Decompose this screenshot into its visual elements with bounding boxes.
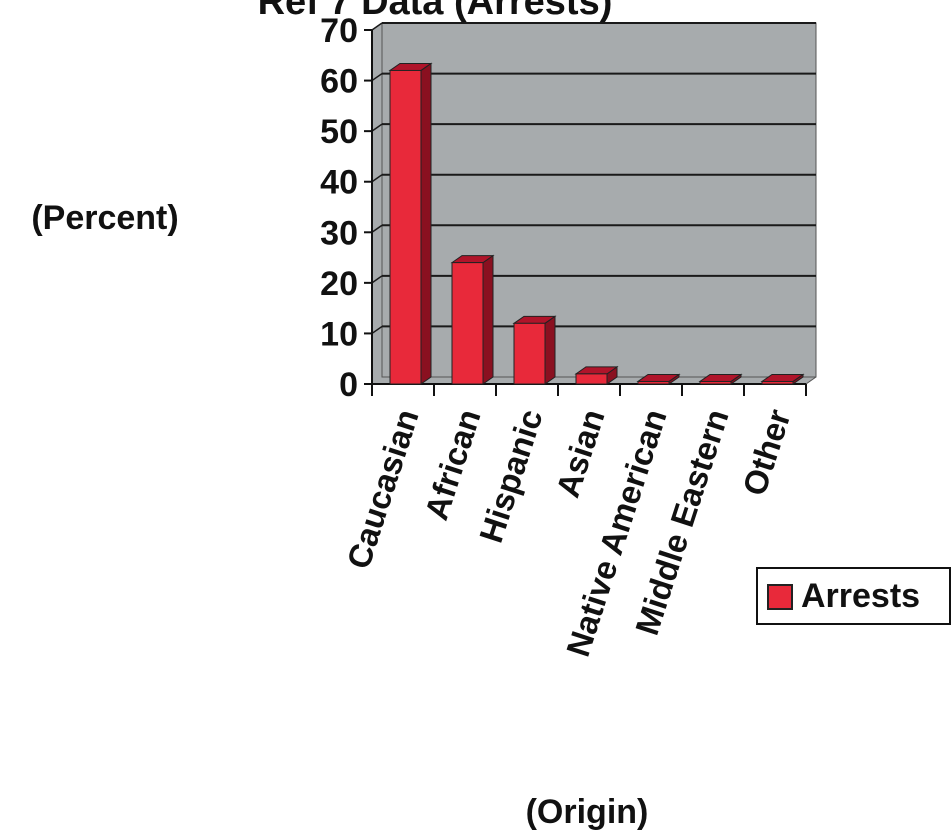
y-tick-label: 50: [320, 113, 358, 151]
gridline-depth: [371, 72, 383, 82]
bar-front: [637, 380, 670, 385]
y-tick-label: 20: [320, 265, 358, 303]
x-axis-title: (Origin): [526, 793, 649, 831]
bar-front: [451, 262, 484, 385]
x-tick-label: Asian: [549, 405, 612, 502]
gridline-depth: [371, 224, 383, 233]
bar-side: [482, 254, 494, 385]
y-tick-label: 0: [339, 366, 358, 404]
bar: [636, 373, 681, 385]
x-tick-label: Other: [735, 405, 797, 500]
gridline-depth: [371, 275, 383, 284]
bar-front: [513, 322, 546, 385]
bar-front: [575, 373, 608, 385]
chart-title: Ref 7 Data (Arrests): [258, 0, 613, 23]
plot-wall: [381, 22, 817, 378]
gridline-depth: [371, 174, 383, 183]
bar-side: [544, 315, 556, 385]
y-axis-title: (Percent): [31, 199, 178, 237]
bar-front: [699, 380, 732, 385]
bar-front: [389, 69, 422, 385]
bar: [760, 373, 805, 385]
bar: [450, 254, 495, 385]
x-tick-label: Caucasian: [339, 405, 425, 573]
y-tick-label: 40: [320, 164, 358, 202]
bar-side: [420, 62, 432, 385]
bar-front: [761, 380, 794, 385]
legend-label: Arrests: [801, 577, 920, 615]
bar: [574, 365, 619, 385]
bar: [388, 62, 433, 385]
legend-swatch: [767, 584, 793, 610]
legend-box: [756, 567, 951, 625]
legend: Arrests: [756, 567, 951, 625]
gridline-depth: [371, 22, 383, 31]
y-tick-label: 70: [320, 12, 358, 50]
bar: [698, 373, 743, 385]
y-tick-label: 10: [320, 315, 358, 353]
gridline-depth: [371, 325, 383, 335]
y-tick-label: 60: [320, 63, 358, 101]
bar: [512, 315, 557, 385]
gridline-depth: [371, 123, 383, 132]
y-tick-label: 30: [320, 214, 358, 252]
x-tick-label: African: [417, 405, 487, 525]
